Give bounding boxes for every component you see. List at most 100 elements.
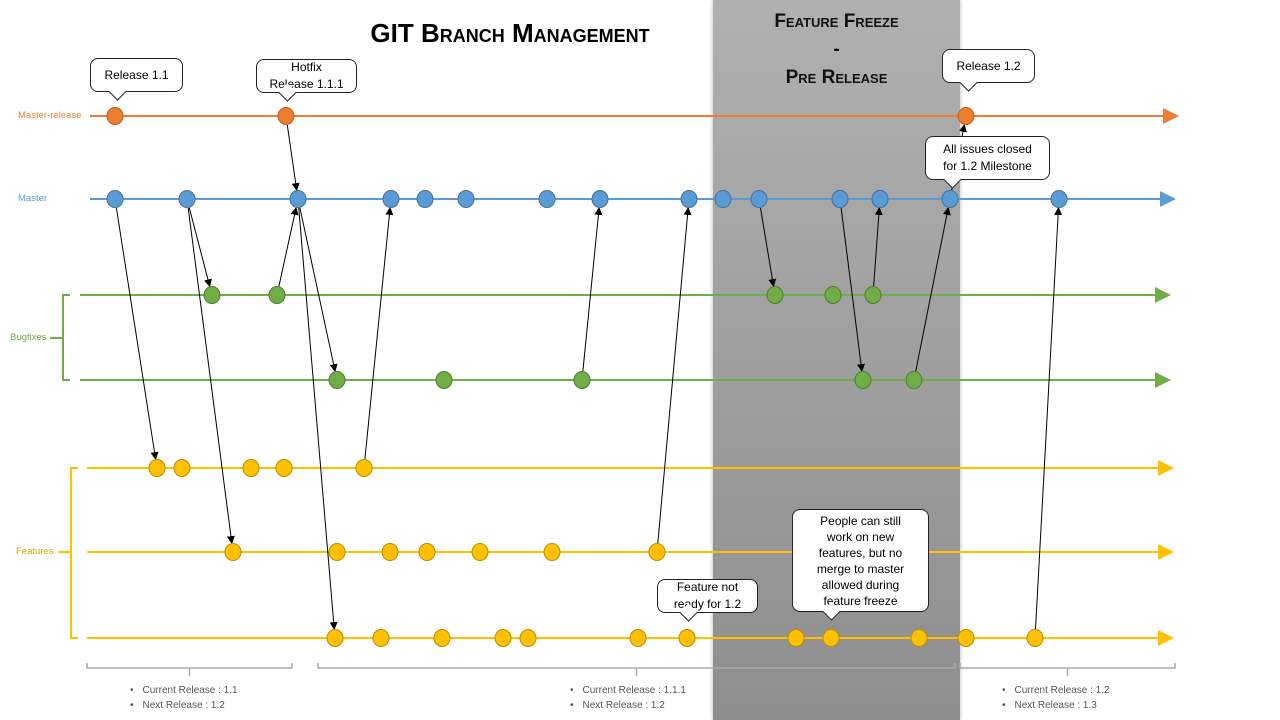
feature-2-commit: [543, 543, 561, 561]
callout-release-1-2: Release 1.2: [942, 49, 1035, 92]
callout-text: feature freeze: [823, 593, 898, 608]
merge-arrow: [657, 206, 692, 544]
next-release: Next Release : 1.2: [570, 698, 686, 713]
merge-arrow: [582, 206, 603, 372]
bugfix-1-commit: [766, 286, 784, 304]
feature-1-commit: [148, 459, 166, 477]
feature-3-commit: [519, 629, 537, 647]
master-release-commit: [277, 107, 295, 125]
label-master-release: Master-release: [18, 110, 82, 121]
label-master: Master: [18, 193, 48, 204]
period-2-info: Current Release : 1.1.1Next Release : 1.…: [570, 683, 686, 713]
callout-text: for 1.2 Milestone: [943, 159, 1032, 173]
callout-text: All issues closed: [943, 142, 1032, 156]
master-commit: [831, 190, 849, 208]
page-title: GIT Branch Management: [370, 18, 650, 48]
next-release: Next Release : 1.2: [130, 698, 238, 713]
callout-text: Release 1.1: [104, 67, 169, 82]
period-bracket: [86, 663, 293, 676]
bugfix-1-commit: [203, 286, 221, 304]
merge-arrow: [873, 206, 883, 287]
feature-3-commit: [629, 629, 647, 647]
merge-arrow: [115, 207, 159, 461]
master-commit: [416, 190, 434, 208]
bugfix-2-commit: [328, 371, 346, 389]
callout-release-1-1: Release 1.1: [90, 58, 183, 101]
master-commit: [457, 190, 475, 208]
merge-arrow: [915, 206, 951, 372]
feature-3-commit: [678, 629, 696, 647]
callout-issues-closed: All issues closed for 1.2 Milestone: [925, 136, 1050, 189]
current-release: Current Release : 1.2: [1002, 683, 1110, 698]
master-commit: [750, 190, 768, 208]
period-bracket: [959, 663, 1176, 676]
feature-3-commit: [957, 629, 975, 647]
feature-2-commit: [648, 543, 666, 561]
master-commit: [714, 190, 732, 208]
callout-text: work on new: [826, 529, 895, 544]
features-bracket: [58, 467, 78, 639]
bugfix-1-commit: [824, 286, 842, 304]
master-commit: [538, 190, 556, 208]
feature-3-commit: [494, 629, 512, 647]
bugfix-1-commit: [268, 286, 286, 304]
callout-people-can-still-work: People can still work on new features, b…: [792, 509, 929, 621]
feature-2-commit: [224, 543, 242, 561]
feature-3-commit: [787, 629, 805, 647]
merge-arrow: [759, 207, 777, 288]
feature-2-commit: [328, 543, 346, 561]
callout-text: allowed during: [821, 577, 900, 592]
feature-freeze-title: Feature Freeze - Pre Release: [713, 8, 960, 92]
period-1-info: Current Release : 1.1Next Release : 1.2: [130, 683, 238, 713]
feature-3-commit: [1026, 629, 1044, 647]
label-features: Features: [16, 546, 54, 557]
feature-3-commit: [372, 629, 390, 647]
merge-arrow: [187, 207, 235, 545]
feature-1-commit: [355, 459, 373, 477]
callout-text: merge to master: [816, 561, 905, 576]
master-commit: [178, 190, 196, 208]
merge-arrow: [364, 206, 394, 460]
master-release-commit: [957, 107, 975, 125]
callout-text: People can still: [820, 513, 901, 528]
master-commit: [106, 190, 124, 208]
merge-arrow: [1034, 206, 1063, 630]
next-release: Next Release : 1.3: [1002, 698, 1110, 713]
callout-text: Release 1.2: [956, 58, 1021, 73]
bugfix-2-commit: [905, 371, 923, 389]
callout-feature-not-ready: Feature not ready for 1.2: [657, 579, 758, 622]
label-bugfixes: Bugfixes: [10, 332, 47, 343]
feature-3-commit: [433, 629, 451, 647]
feature-2-commit: [418, 543, 436, 561]
period-3-info: Current Release : 1.2Next Release : 1.3: [1002, 683, 1110, 713]
master-commit: [871, 190, 889, 208]
merge-arrow: [286, 124, 300, 192]
master-commit: [680, 190, 698, 208]
feature-1-commit: [275, 459, 293, 477]
freeze-title-line1: Feature Freeze: [774, 11, 899, 32]
current-release: Current Release : 1.1.1: [570, 683, 686, 698]
master-release-commit: [106, 107, 124, 125]
period-bracket: [317, 663, 956, 676]
bugfix-2-commit: [573, 371, 591, 389]
feature-1-commit: [242, 459, 260, 477]
master-commit: [591, 190, 609, 208]
merge-arrow: [840, 207, 865, 373]
bugfix-2-commit: [435, 371, 453, 389]
bugfix-1-commit: [864, 286, 882, 304]
merge-arrow: [278, 206, 299, 287]
master-commit: [1050, 190, 1068, 208]
bugfix-2-commit: [854, 371, 872, 389]
feature-2-commit: [471, 543, 489, 561]
master-commit: [289, 190, 307, 208]
feature-2-commit: [381, 543, 399, 561]
callout-text: Feature not: [676, 580, 739, 594]
feature-3-commit: [326, 629, 344, 647]
feature-1-commit: [173, 459, 191, 477]
feature-3-commit: [910, 629, 928, 647]
freeze-title-line2: -: [833, 39, 840, 60]
bugfixes-bracket: [50, 294, 70, 381]
current-release: Current Release : 1.1: [130, 683, 238, 698]
callout-text: Hotfix: [291, 60, 322, 74]
